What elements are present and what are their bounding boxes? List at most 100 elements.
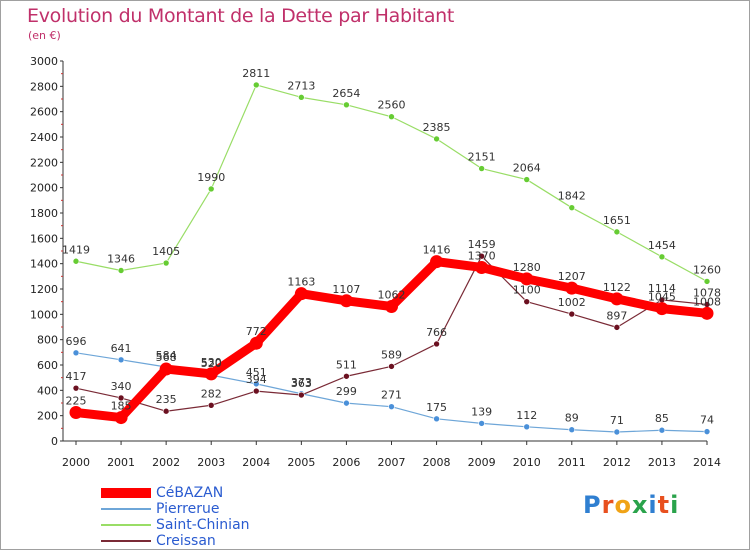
data-label: 1002 — [558, 296, 586, 309]
data-label: 175 — [426, 401, 447, 414]
data-point — [610, 292, 624, 306]
x-tick-label: 2000 — [62, 456, 90, 469]
y-tick-label: 600 — [37, 359, 58, 372]
logo-letter: r — [601, 491, 615, 519]
data-point — [523, 176, 531, 183]
data-point — [478, 165, 485, 172]
data-label: 641 — [111, 342, 132, 355]
data-label: 2151 — [468, 151, 496, 164]
data-point — [568, 310, 576, 318]
data-label: 1405 — [152, 245, 180, 258]
y-tick-label: 1000 — [30, 308, 58, 321]
data-labels: 1419 1346 1405 1990 2811 2713 2654 2560 2385 2151… — [62, 67, 721, 427]
x-tick-label: 2012 — [603, 456, 631, 469]
data-point — [385, 299, 398, 313]
data-point — [520, 272, 534, 286]
data-point — [568, 426, 576, 434]
x-tick-label: 2002 — [152, 456, 180, 469]
x-tick-label: 2009 — [468, 456, 496, 469]
data-label: 394 — [246, 373, 267, 386]
data-point — [72, 349, 80, 357]
data-point — [700, 306, 714, 320]
legend-label-cebazan: CéBAZAN — [156, 485, 224, 501]
data-label: 589 — [381, 348, 402, 361]
y-tick-label: 400 — [37, 384, 58, 397]
data-point — [430, 255, 444, 269]
x-tick-label: 2008 — [423, 456, 451, 469]
y-tick-label: 2600 — [30, 106, 58, 119]
data-label: 71 — [610, 414, 624, 427]
data-label: 1045 — [648, 291, 676, 304]
data-point — [339, 294, 353, 308]
data-point — [207, 185, 215, 193]
logo-letter: i — [670, 491, 680, 519]
data-point — [655, 302, 669, 316]
logo-letter: o — [614, 491, 632, 519]
y-tick-label: 800 — [37, 334, 58, 347]
y-tick-label: 3000 — [30, 55, 58, 68]
line-chart: 0 200 400 600 800 1000 1200 1400 1600 1800 2000 220… — [30, 55, 721, 469]
data-point — [388, 403, 395, 410]
data-label: 2713 — [287, 79, 315, 92]
legend-item-pierrerue: Pierrerue — [101, 501, 250, 517]
x-tick-label: 2004 — [242, 456, 270, 469]
data-point — [475, 260, 489, 274]
data-label: 185 — [111, 400, 132, 413]
data-label: 1990 — [197, 171, 225, 184]
data-label: 1062 — [378, 288, 406, 301]
data-point — [72, 257, 80, 265]
data-label: 363 — [291, 377, 312, 390]
x-tick-label: 2007 — [378, 456, 406, 469]
data-point — [658, 253, 666, 261]
data-label: 1008 — [693, 295, 721, 308]
legend-label-creissan: Creissan — [156, 533, 216, 549]
data-point — [252, 81, 260, 89]
data-point — [613, 324, 621, 331]
legend-swatch-saint-chinian — [101, 524, 151, 526]
x-tick-label: 2001 — [107, 456, 135, 469]
data-point — [117, 356, 125, 364]
data-label: 139 — [471, 405, 492, 418]
data-point — [433, 415, 440, 423]
data-label: 2385 — [423, 121, 451, 134]
data-label: 2654 — [332, 87, 360, 100]
data-point — [294, 287, 308, 301]
x-tick-label: 2006 — [332, 456, 360, 469]
axes: 0 200 400 600 800 1000 1200 1400 1600 1800 2000 220… — [30, 55, 721, 469]
data-label: 2811 — [242, 67, 270, 80]
x-tick-label: 2014 — [693, 456, 721, 469]
data-label: 1419 — [62, 243, 90, 256]
legend-item-saint-chinian: Saint-Chinian — [101, 517, 250, 533]
data-label: 1114 — [648, 282, 676, 295]
logo-letter: t — [657, 491, 671, 519]
data-point — [114, 411, 128, 425]
proxiti-logo: Proxiti — [583, 491, 679, 519]
x-tick-label: 2005 — [287, 456, 315, 469]
y-tick-label: 2800 — [30, 80, 58, 93]
x-tick-label: 2003 — [197, 456, 225, 469]
legend-swatch-creissan — [101, 540, 151, 542]
y-tick-label: 1800 — [30, 207, 58, 220]
data-point — [343, 399, 350, 407]
logo-letter: P — [583, 491, 602, 519]
data-label: 340 — [111, 380, 132, 393]
data-point — [249, 336, 263, 350]
data-label: 451 — [246, 366, 267, 379]
legend-item-creissan: Creissan — [101, 533, 250, 549]
data-label: 1370 — [468, 249, 496, 262]
data-label: 1122 — [603, 281, 631, 294]
logo-letter: i — [648, 491, 658, 519]
data-label: 584 — [156, 349, 177, 362]
data-point — [565, 281, 579, 295]
data-label: 1346 — [107, 253, 135, 266]
data-label: 1459 — [468, 238, 496, 251]
data-point — [159, 362, 173, 376]
x-tick-label: 2010 — [513, 456, 541, 469]
data-label: 1107 — [332, 283, 360, 296]
y-tick-label: 1400 — [30, 258, 58, 271]
data-point — [478, 252, 485, 260]
data-point — [72, 384, 80, 392]
data-label: 520 — [201, 357, 222, 370]
data-point — [162, 259, 170, 267]
